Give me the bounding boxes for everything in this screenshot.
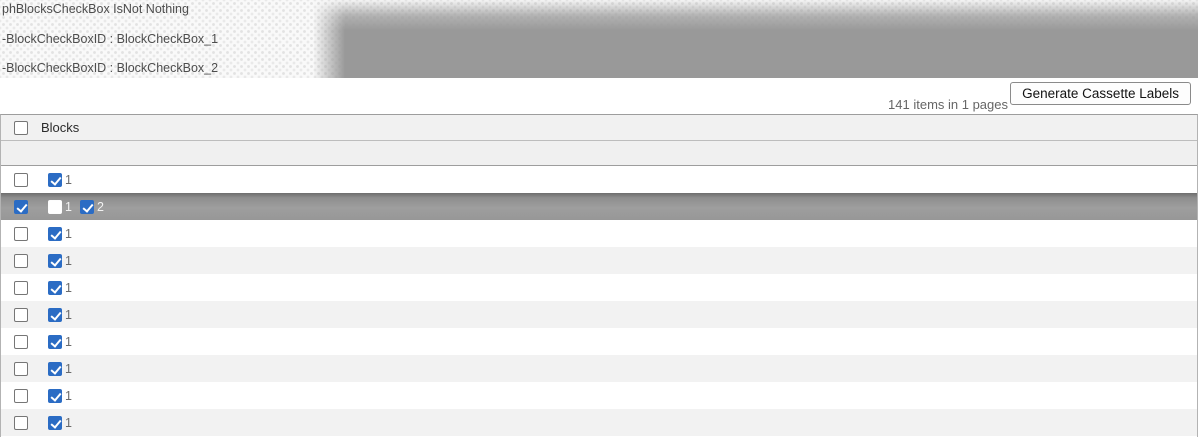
generate-cassette-labels-button[interactable]: Generate Cassette Labels [1010, 82, 1191, 105]
toolbar: 141 items in 1 pages Generate Cassette L… [0, 78, 1198, 114]
debug-line: -BlockCheckBoxID : BlockCheckBox_2 [2, 61, 219, 75]
debug-line: -BlockCheckBoxID : BlockCheckBox_1 [2, 31, 219, 46]
block-item: 1 [48, 199, 72, 214]
block-label: 1 [65, 199, 72, 214]
block-checkbox[interactable] [48, 361, 62, 376]
block-label: 1 [65, 226, 72, 241]
row-select-checkbox[interactable] [14, 172, 28, 187]
block-item: 1 [48, 388, 72, 403]
blocks-cell: 1 [41, 280, 1197, 295]
block-label: 2 [96, 199, 104, 214]
row-select-cell [1, 280, 41, 295]
row-select-checkbox[interactable] [14, 199, 28, 214]
block-checkbox[interactable] [48, 388, 62, 403]
block-label: 1 [65, 388, 72, 403]
blocks-column-header: Blocks [41, 120, 80, 135]
blocks-cell: 1 [41, 307, 1197, 322]
block-label: 1 [65, 334, 72, 349]
table-row[interactable]: 1 [1, 166, 1197, 193]
select-all-checkbox[interactable] [14, 120, 28, 135]
row-select-checkbox[interactable] [14, 334, 28, 349]
row-select-checkbox[interactable] [14, 415, 28, 430]
block-checkbox[interactable] [48, 226, 62, 241]
table-row[interactable]: 1 [1, 247, 1197, 274]
block-label: 1 [65, 361, 72, 376]
row-select-checkbox[interactable] [14, 280, 28, 295]
blocks-cell: 1 [41, 415, 1197, 430]
row-select-cell [1, 334, 41, 349]
row-select-checkbox[interactable] [14, 388, 28, 403]
row-select-cell [1, 415, 41, 430]
block-checkbox[interactable] [48, 307, 62, 322]
debug-banner: phBlocksCheckBox IsNot Nothing -BlockChe… [0, 0, 1198, 78]
table-row[interactable]: 1 [1, 409, 1197, 436]
table-row[interactable]: 1 [1, 382, 1197, 409]
block-item: 1 [48, 280, 72, 295]
row-select-cell [1, 388, 41, 403]
block-item: 1 [48, 226, 72, 241]
block-checkbox[interactable] [48, 172, 62, 187]
blocks-cell: 1 [41, 361, 1197, 376]
blocks-cell: 1 [41, 253, 1197, 268]
block-checkbox[interactable] [48, 334, 62, 349]
block-label: 1 [65, 172, 72, 187]
items-summary: 141 items in 1 pages [888, 97, 1008, 112]
blocks-cell: 1 [41, 172, 1197, 187]
block-item: 1 [48, 172, 72, 187]
block-item: 2 [79, 199, 104, 214]
block-label: 1 [65, 253, 72, 268]
grid-header-row: Blocks [1, 115, 1197, 141]
grid-filter-row [1, 141, 1197, 166]
row-select-cell [1, 226, 41, 241]
block-checkbox[interactable] [79, 199, 94, 214]
blocks-cell: 1 [41, 388, 1197, 403]
row-select-cell [1, 307, 41, 322]
row-select-checkbox[interactable] [14, 361, 28, 376]
row-select-checkbox[interactable] [14, 253, 28, 268]
block-label: 1 [65, 307, 72, 322]
block-item: 1 [48, 253, 72, 268]
row-select-checkbox[interactable] [14, 307, 28, 322]
row-select-cell [1, 172, 41, 187]
row-select-cell [1, 199, 41, 214]
table-row[interactable]: 1 [1, 355, 1197, 382]
block-item: 1 [48, 334, 72, 349]
table-row[interactable]: 1 [1, 328, 1197, 355]
block-checkbox[interactable] [48, 253, 62, 268]
block-checkbox[interactable] [48, 199, 62, 214]
table-row[interactable]: 1 [1, 220, 1197, 247]
table-row[interactable]: 1 [1, 274, 1197, 301]
debug-text-block: phBlocksCheckBox IsNot Nothing -BlockChe… [2, 1, 218, 90]
block-label: 1 [65, 280, 72, 295]
row-select-cell [1, 253, 41, 268]
block-item: 1 [48, 415, 72, 430]
header-select-cell [1, 120, 41, 135]
block-checkbox[interactable] [48, 280, 62, 295]
block-item: 1 [48, 307, 72, 322]
gray-smudge-overlay [313, 0, 1198, 78]
blocks-cell: 1 [41, 334, 1197, 349]
block-label: 1 [65, 415, 72, 430]
block-item: 1 [48, 361, 72, 376]
row-select-checkbox[interactable] [14, 226, 28, 241]
row-select-cell [1, 361, 41, 376]
block-checkbox[interactable] [48, 415, 62, 430]
debug-line: phBlocksCheckBox IsNot Nothing [2, 2, 189, 16]
blocks-cell: 1 [41, 226, 1197, 241]
table-row[interactable]: 1 [1, 301, 1197, 328]
